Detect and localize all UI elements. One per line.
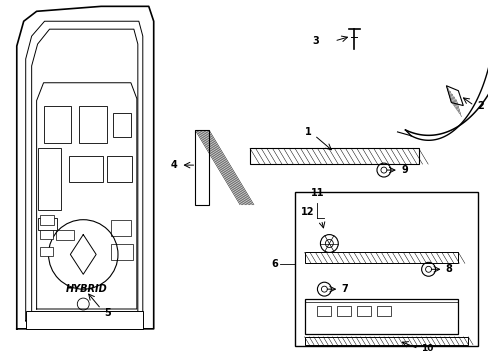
Bar [40, 215, 54, 225]
Text: 3: 3 [313, 36, 319, 46]
Bar [38, 148, 61, 210]
Bar [305, 252, 458, 264]
Text: 11: 11 [311, 188, 324, 198]
Bar [107, 156, 132, 182]
Bar [318, 306, 331, 316]
Bar [305, 337, 468, 345]
Text: 4: 4 [171, 160, 177, 170]
Text: 9: 9 [402, 165, 409, 175]
Bar [40, 230, 53, 239]
Text: 2: 2 [477, 100, 484, 111]
Text: 7: 7 [341, 284, 348, 294]
Text: 8: 8 [445, 264, 452, 274]
Bar [111, 244, 133, 260]
Bar [70, 156, 103, 182]
Bar [111, 220, 131, 235]
Bar [56, 230, 74, 239]
Bar [294, 192, 478, 346]
Bar [305, 299, 458, 334]
Bar [79, 105, 107, 143]
Text: 6: 6 [271, 259, 278, 269]
Text: HYBRID: HYBRID [65, 284, 107, 294]
Bar [337, 306, 351, 316]
Text: 12: 12 [301, 207, 314, 217]
Text: 1: 1 [305, 127, 312, 138]
Text: 5: 5 [104, 308, 111, 318]
Bar [25, 311, 143, 329]
Bar [113, 113, 131, 137]
Bar [357, 306, 371, 316]
Bar [38, 218, 57, 230]
Bar [44, 105, 72, 143]
Bar [196, 130, 209, 205]
Bar [377, 306, 391, 316]
Text: 10: 10 [420, 344, 433, 353]
Bar [250, 148, 418, 164]
Bar [40, 247, 53, 256]
